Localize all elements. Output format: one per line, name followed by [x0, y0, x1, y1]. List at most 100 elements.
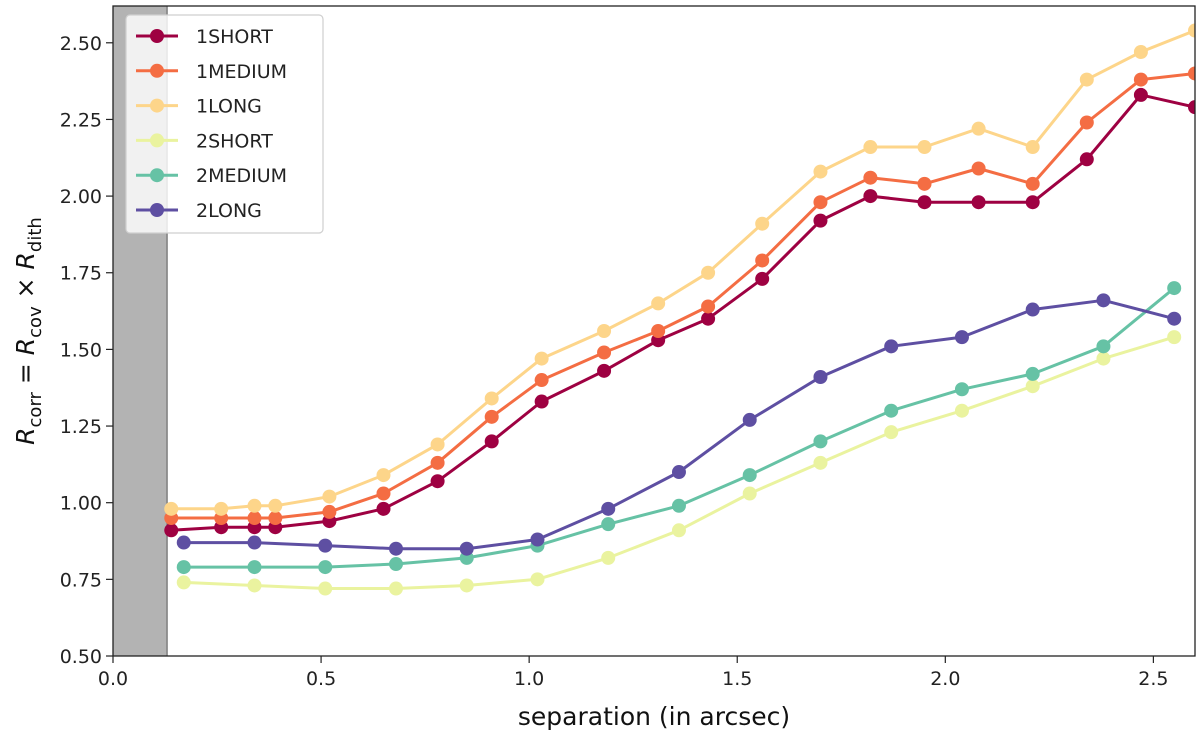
data-point-1long: [1079, 72, 1094, 87]
data-point-1medium: [651, 324, 666, 338]
x-tick-label: 2.5: [1138, 668, 1168, 690]
legend-label: 2MEDIUM: [196, 165, 287, 187]
data-point-1short: [534, 394, 549, 409]
data-point-1medium: [917, 176, 932, 191]
data-point-2medium: [176, 560, 191, 575]
data-point-2long: [1025, 302, 1040, 317]
data-point-1medium: [322, 504, 337, 519]
data-point-1long: [1025, 140, 1040, 155]
data-point-1short: [971, 195, 986, 210]
data-point-2short: [954, 403, 969, 418]
data-point-1medium: [863, 170, 878, 185]
data-point-2short: [318, 581, 333, 596]
data-point-1medium: [755, 253, 770, 268]
data-point-1medium: [1133, 72, 1148, 87]
x-tick-label: 1.5: [722, 668, 752, 690]
legend-label: 2LONG: [196, 200, 262, 222]
data-point-2short: [671, 523, 686, 538]
data-point-2short: [247, 578, 262, 593]
series-1short: [164, 87, 1195, 538]
data-point-1long: [214, 501, 229, 516]
legend-label: 2SHORT: [196, 130, 273, 152]
data-point-1long: [701, 265, 716, 280]
data-point-2short: [813, 455, 828, 470]
data-point-2short: [530, 572, 545, 587]
data-point-1long: [597, 324, 612, 338]
data-point-1medium: [701, 299, 716, 314]
series-line-1medium: [171, 72, 1195, 520]
data-point-1short: [597, 363, 612, 378]
data-point-1medium: [484, 409, 499, 424]
data-point-2long: [176, 535, 191, 550]
x-axis-label: separation (in arcsec): [518, 702, 790, 731]
data-point-1long: [813, 164, 828, 179]
y-tick-label: 2.25: [60, 109, 102, 131]
legend-item-1medium: 1MEDIUM: [136, 61, 287, 83]
data-point-2medium: [813, 434, 828, 449]
series-2long: [176, 293, 1182, 556]
data-point-2medium: [954, 382, 969, 397]
legend-marker-swatch: [150, 133, 164, 148]
data-point-1medium: [268, 511, 283, 526]
data-point-1long: [1188, 23, 1195, 38]
y-tick-label: 2.00: [60, 186, 102, 208]
data-point-2medium: [671, 498, 686, 513]
data-point-2medium: [247, 560, 262, 575]
axis-ticks-layer: 0.0 0.5 1.0 1.5 2.0 2.5 0.50 0.75 1.00 1.25 1.50 1.…: [60, 33, 1169, 690]
data-point-1long: [484, 391, 499, 406]
data-point-1long: [1133, 44, 1148, 59]
data-point-1long: [322, 489, 337, 504]
series-line-1long: [171, 29, 1195, 511]
data-point-1short: [484, 434, 499, 449]
data-point-1long: [268, 498, 283, 513]
data-point-1short: [376, 501, 391, 516]
data-point-1short: [430, 474, 445, 489]
y-tick-label: 1.00: [60, 493, 102, 515]
legend-item-2long: 2LONG: [136, 200, 262, 222]
legend: 1SHORT 1MEDIUM 1LONG 2SHORT 2MEDIUM 2LONG: [125, 14, 324, 234]
data-point-2short: [884, 425, 899, 440]
data-point-2medium: [1096, 339, 1111, 354]
data-point-1long: [534, 351, 549, 366]
data-point-1long: [376, 468, 391, 483]
data-point-1medium: [1025, 176, 1040, 191]
y-tick-label: 1.50: [60, 339, 102, 361]
series-line-1short: [171, 93, 1195, 532]
data-point-1long: [651, 296, 666, 311]
legend-item-1short: 1SHORT: [136, 26, 273, 48]
legend-item-2medium: 2MEDIUM: [136, 165, 287, 187]
data-point-1medium: [247, 511, 262, 526]
data-point-2medium: [742, 468, 757, 483]
legend-marker-swatch: [150, 29, 164, 43]
x-tick-label: 2.0: [930, 668, 960, 690]
data-point-2long: [247, 535, 262, 550]
data-point-2medium: [601, 517, 616, 532]
data-point-2long: [530, 532, 545, 547]
data-point-2long: [1096, 293, 1111, 308]
data-point-2medium: [388, 557, 403, 572]
legend-label: 1SHORT: [196, 26, 273, 48]
data-point-2long: [601, 501, 616, 516]
data-point-1long: [430, 437, 445, 452]
data-point-2medium: [318, 560, 333, 575]
data-point-1short: [1079, 152, 1094, 167]
data-point-2short: [742, 486, 757, 501]
data-point-1long: [247, 498, 262, 513]
series-layer: [164, 23, 1195, 596]
data-point-1short: [1188, 100, 1195, 115]
data-point-1medium: [1079, 115, 1094, 130]
x-tick-label: 1.0: [514, 668, 544, 690]
data-point-1short: [863, 189, 878, 204]
data-point-2short: [601, 550, 616, 565]
data-point-1long: [917, 140, 932, 155]
data-point-2short: [1167, 330, 1182, 345]
data-point-2short: [176, 575, 191, 590]
data-point-1long: [863, 140, 878, 155]
data-point-2medium: [884, 403, 899, 418]
data-point-1short: [813, 213, 828, 228]
legend-marker-swatch: [150, 63, 164, 78]
data-point-1short: [701, 311, 716, 326]
legend-item-1long: 1LONG: [136, 96, 262, 118]
y-tick-label: 1.75: [60, 263, 102, 285]
data-point-2short: [1096, 351, 1111, 366]
